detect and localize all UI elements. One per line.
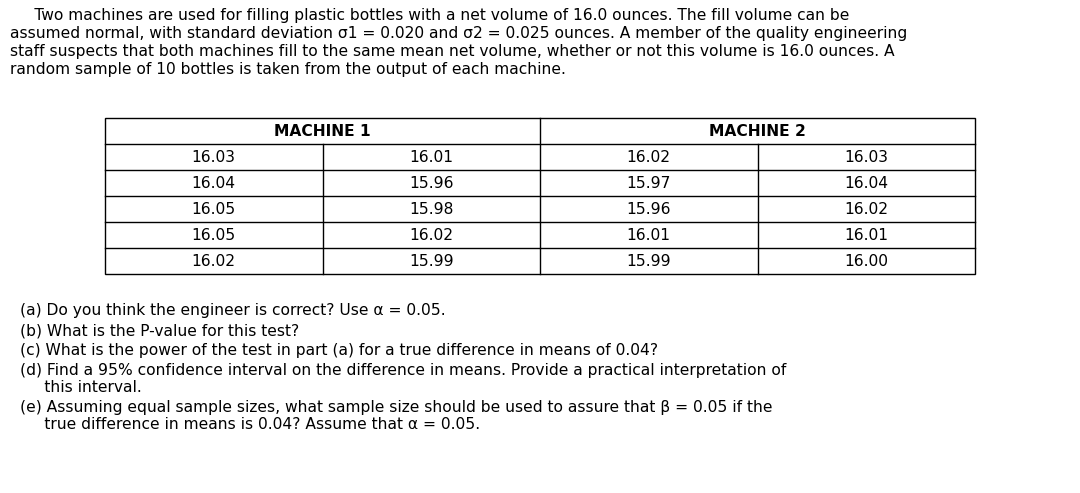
Text: 16.05: 16.05	[191, 227, 235, 243]
Text: 16.01: 16.01	[409, 149, 454, 165]
Text: staff suspects that both machines fill to the same mean net volume, whether or n: staff suspects that both machines fill t…	[10, 44, 894, 59]
Text: 16.01: 16.01	[626, 227, 671, 243]
Text: 16.05: 16.05	[191, 202, 235, 216]
Text: 16.02: 16.02	[192, 253, 235, 269]
Text: Two machines are used for filling plastic bottles with a net volume of 16.0 ounc: Two machines are used for filling plasti…	[10, 8, 849, 23]
Text: true difference in means is 0.04? Assume that α = 0.05.: true difference in means is 0.04? Assume…	[21, 417, 481, 432]
Text: 16.02: 16.02	[409, 227, 454, 243]
Text: 15.98: 15.98	[409, 202, 454, 216]
Text: 15.99: 15.99	[409, 253, 454, 269]
Text: 16.03: 16.03	[192, 149, 235, 165]
Text: 16.04: 16.04	[845, 176, 889, 190]
Text: 16.03: 16.03	[845, 149, 888, 165]
Text: random sample of 10 bottles is taken from the output of each machine.: random sample of 10 bottles is taken fro…	[10, 62, 566, 77]
Text: 15.99: 15.99	[626, 253, 671, 269]
Text: 15.96: 15.96	[626, 202, 671, 216]
Text: (a) Do you think the engineer is correct? Use α = 0.05.: (a) Do you think the engineer is correct…	[21, 303, 446, 318]
Text: (d) Find a 95% confidence interval on the difference in means. Provide a practic: (d) Find a 95% confidence interval on th…	[21, 363, 786, 378]
Text: 16.02: 16.02	[626, 149, 671, 165]
Bar	[105, 118, 975, 274]
Text: MACHINE 2: MACHINE 2	[710, 124, 806, 139]
Text: 16.01: 16.01	[845, 227, 888, 243]
Text: (c) What is the power of the test in part (a) for a true difference in means of : (c) What is the power of the test in par…	[21, 343, 658, 358]
Text: 15.96: 15.96	[409, 176, 454, 190]
Text: assumed normal, with standard deviation σ1 = 0.020 and σ2 = 0.025 ounces. A memb: assumed normal, with standard deviation …	[10, 26, 907, 41]
Text: (b) What is the P-value for this test?: (b) What is the P-value for this test?	[21, 323, 299, 338]
Text: MACHINE 1: MACHINE 1	[274, 124, 370, 139]
Text: this interval.: this interval.	[21, 380, 141, 395]
Text: 16.02: 16.02	[845, 202, 888, 216]
Text: 16.00: 16.00	[845, 253, 888, 269]
Text: (e) Assuming equal sample sizes, what sample size should be used to assure that : (e) Assuming equal sample sizes, what sa…	[21, 400, 772, 415]
Text: 16.04: 16.04	[191, 176, 235, 190]
Text: 15.97: 15.97	[626, 176, 671, 190]
